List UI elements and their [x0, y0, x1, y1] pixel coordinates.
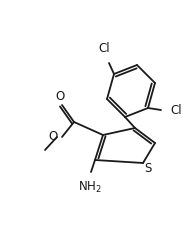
Text: Cl: Cl	[170, 103, 182, 116]
Text: O: O	[55, 89, 65, 103]
Text: S: S	[144, 161, 152, 175]
Text: NH$_2$: NH$_2$	[78, 180, 102, 195]
Text: O: O	[48, 130, 58, 144]
Text: Cl: Cl	[98, 42, 110, 55]
